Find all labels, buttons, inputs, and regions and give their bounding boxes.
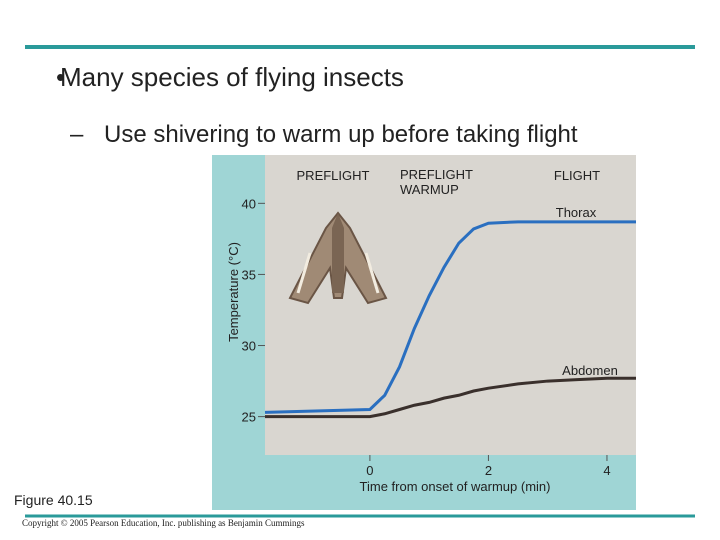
phase-label: PREFLIGHT [297,168,370,183]
y-axis-title: Temperature (°C) [226,242,241,342]
y-tick-label: 40 [242,196,256,211]
bullet: • [56,62,65,92]
y-tick-label: 25 [242,410,256,425]
series-line [264,220,636,414]
slide-title: Many species of flying insects [60,62,404,92]
moth-illustration [288,211,388,305]
phase-label: PREFLIGHT WARMUP [400,167,473,197]
x-axis-title: Time from onset of warmup (min) [360,479,551,494]
series-label: Abdomen [562,363,618,378]
sub-bullet: – [70,121,84,148]
x-tick-label: 4 [603,463,610,478]
series-label: Thorax [556,205,597,220]
x-tick-label: 0 [366,463,373,478]
y-tick-label: 30 [242,339,256,354]
x-tick-label: 2 [485,463,492,478]
slide-subtitle: Use shivering to warm up before taking f… [104,121,578,148]
series-line [265,376,636,419]
figure-label: Figure 40.15 [14,492,93,508]
y-tick-label: 35 [242,267,256,282]
phase-label: FLIGHT [554,168,600,183]
plot-area [265,155,636,455]
copyright: Copyright © 2005 Pearson Education, Inc.… [22,518,305,528]
